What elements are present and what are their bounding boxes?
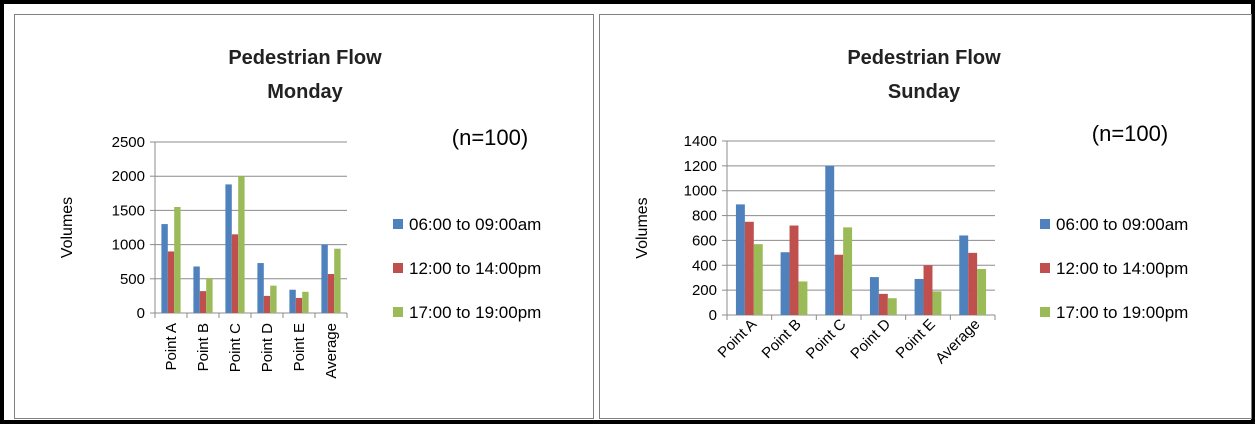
bar-sun-5-2 [977,269,987,315]
chart-title-line: Monday [267,81,343,103]
bar-sun-0-2 [753,244,763,315]
legend-label: 06:00 to 09:00am [409,215,541,234]
chart-title-line: Sunday [888,81,961,103]
bar-sun-5-1 [968,252,978,315]
bar-sun-3-0 [869,277,879,315]
bar-mon-5-1 [327,274,335,313]
x-tick-label: Point E [291,323,308,371]
x-tick-label: Point A [715,316,761,362]
legend-label: 12:00 to 14:00pm [1056,259,1188,278]
y-tick-label: 0 [709,307,717,324]
x-tick-label: Point C [803,316,850,363]
legend-label: 12:00 to 14:00pm [409,259,541,278]
legend-swatch [393,307,403,317]
y-tick-label: 1500 [112,202,145,219]
bar-mon-4-1 [295,297,303,313]
bar-mon-0-1 [167,251,175,313]
bar-sun-1-0 [780,252,790,315]
legend-swatch [1040,219,1050,229]
x-tick-label: Point B [195,323,212,371]
bar-mon-1-2 [206,278,213,313]
legend-swatch [393,219,403,229]
bar-sun-2-1 [834,254,844,315]
bar-sun-4-1 [923,265,933,315]
y-tick-label: 1400 [684,133,717,150]
bar-mon-1-1 [199,291,207,313]
bar-mon-5-2 [334,248,341,313]
legend-swatch [393,263,403,273]
x-tick-label: Point D [847,316,894,363]
bar-sun-2-0 [825,165,835,315]
y-tick-label: 600 [692,232,717,249]
sample-size-note: (n=100) [1092,121,1168,146]
bar-sun-3-1 [878,293,888,315]
x-tick-label: Average [323,323,340,379]
chart-sunday-svg: Pedestrian Flow Sunday (n=100) 0 200 400 600 80… [634,47,1188,367]
bar-sun-2-2 [843,227,853,315]
y-tick-label: 1200 [684,158,717,175]
sample-size-note: (n=100) [452,125,528,150]
bar-mon-1-0 [193,266,200,313]
legend-swatch [1040,307,1050,317]
x-tick-label: Point B [759,316,805,362]
x-tick-label: Point C [227,323,244,372]
bar-sun-1-1 [789,225,799,315]
bar-sun-1-2 [798,281,808,315]
bar-mon-0-2 [174,206,181,313]
chart-panel-monday: Pedestrian Flow Monday (n=100) 0 500 1000 1500… [14,14,594,419]
bar-sun-0-1 [744,221,754,315]
y-tick-label: 800 [692,208,717,225]
bar-mon-3-1 [263,295,271,313]
figure-frame: Pedestrian Flow Monday (n=100) 0 500 1000 1500… [4,4,1252,420]
y-tick-label: 2500 [112,134,145,151]
bar-sun-4-2 [932,291,942,315]
bar-mon-2-0 [225,184,232,313]
chart-title-line: Pedestrian Flow [847,47,1001,69]
bar-sun-4-0 [914,278,924,315]
x-tick-label: Point A [163,323,180,371]
y-tick-label: 400 [692,257,717,274]
bar-mon-2-1 [231,234,239,313]
bar-mon-3-0 [257,263,264,313]
bar-mon-3-2 [270,285,277,313]
legend-label: 17:00 to 19:00pm [409,303,541,322]
legend-swatch [1040,263,1050,273]
bar-mon-0-0 [161,224,168,313]
y-tick-label: 1000 [112,237,145,254]
bar-sun-0-0 [735,204,745,315]
y-tick-label: 0 [137,305,145,322]
y-axis-title: Volumes [634,197,651,258]
bar-mon-4-2 [302,291,309,313]
y-tick-label: 500 [120,271,145,288]
y-tick-label: 2000 [112,168,145,185]
bar-mon-4-0 [289,289,296,313]
y-tick-label: 200 [692,282,717,299]
bar-sun-3-2 [887,298,897,315]
legend-label: 06:00 to 09:00am [1056,215,1188,234]
legend-label: 17:00 to 19:00pm [1056,303,1188,322]
chart-panel-sunday: Pedestrian Flow Sunday (n=100) 0 200 400 600 80… [599,14,1252,419]
y-tick-label: 1000 [684,183,717,200]
bar-mon-2-2 [238,176,245,313]
bar-mon-5-0 [321,244,328,313]
chart-title-line: Pedestrian Flow [228,47,382,69]
x-tick-label: Average [932,316,983,367]
x-tick-label: Point D [259,323,276,372]
bar-sun-5-0 [959,235,969,315]
chart-monday-svg: Pedestrian Flow Monday (n=100) 0 500 1000 1500… [59,47,541,379]
y-axis-title: Volumes [59,197,76,258]
